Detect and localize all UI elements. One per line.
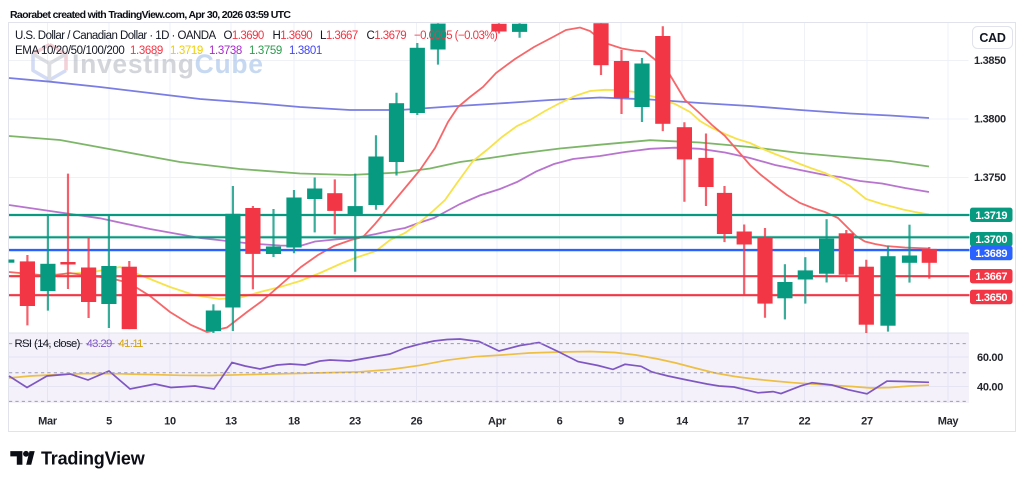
svg-text:1.3750: 1.3750	[974, 172, 1006, 184]
svg-text:1.3689: 1.3689	[975, 248, 1007, 260]
svg-text:22: 22	[799, 416, 811, 428]
svg-text:9: 9	[618, 416, 624, 428]
svg-text:17: 17	[737, 416, 749, 428]
svg-text:1.3650: 1.3650	[975, 292, 1007, 304]
svg-text:18: 18	[288, 416, 300, 428]
svg-text:CAD: CAD	[979, 31, 1005, 45]
svg-text:23: 23	[349, 416, 361, 428]
svg-text:1.3700: 1.3700	[975, 234, 1007, 246]
svg-text:Apr: Apr	[488, 416, 507, 428]
svg-text:1.3667: 1.3667	[975, 271, 1007, 283]
svg-text:5: 5	[106, 416, 112, 428]
svg-text:60.00: 60.00	[977, 352, 1003, 364]
svg-text:InvestingCube: InvestingCube	[72, 49, 264, 79]
svg-text:10: 10	[164, 416, 176, 428]
svg-text:Raorabet created with TradingV: Raorabet created with TradingView.com, A…	[10, 9, 291, 21]
svg-text:40.00: 40.00	[977, 382, 1003, 394]
svg-text:Mar: Mar	[38, 416, 58, 428]
svg-text:1.3719: 1.3719	[975, 210, 1007, 222]
svg-text:1.3850: 1.3850	[974, 55, 1006, 67]
svg-text:U.S. Dollar / Canadian Dollar: U.S. Dollar / Canadian Dollar · 1D · OAN…	[15, 30, 498, 42]
svg-text:14: 14	[676, 416, 689, 428]
svg-text:May: May	[938, 416, 960, 428]
svg-text:1.3800: 1.3800	[974, 114, 1006, 126]
svg-text:TradingView: TradingView	[41, 449, 146, 469]
svg-text:26: 26	[411, 416, 423, 428]
svg-text:6: 6	[557, 416, 563, 428]
svg-text:13: 13	[225, 416, 237, 428]
svg-text:27: 27	[861, 416, 873, 428]
